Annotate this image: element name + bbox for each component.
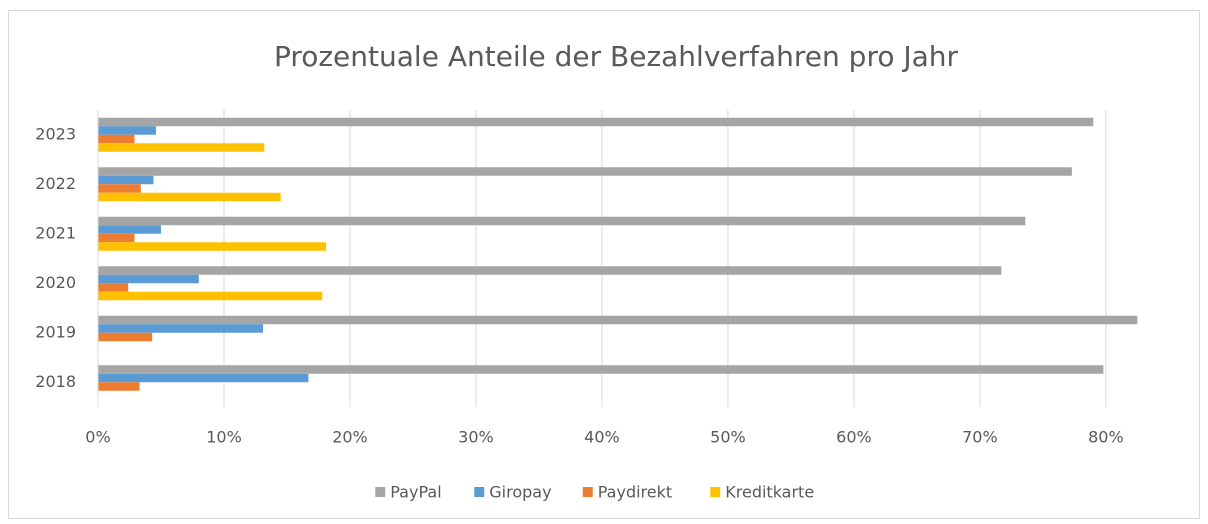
y-tick-label: 2021 (35, 223, 76, 242)
x-tick-label: 80% (1088, 428, 1124, 447)
x-tick-label: 40% (584, 428, 620, 447)
bar (98, 266, 1002, 275)
bar (98, 225, 161, 234)
legend-label: Giropay (489, 483, 551, 502)
bar (98, 274, 199, 284)
bar (98, 216, 1026, 226)
legend-label: Paydirekt (598, 483, 672, 502)
x-tick-label: 0% (85, 428, 110, 447)
legend-label: PayPal (390, 483, 441, 502)
bar (98, 175, 154, 185)
x-tick-label: 70% (962, 428, 998, 447)
y-tick-label: 2019 (35, 322, 76, 341)
chart-title: Prozentuale Anteile der Bezahlverfahren … (274, 40, 959, 73)
bar (98, 283, 129, 292)
legend-label: Kreditkarte (725, 483, 814, 502)
bar (98, 134, 135, 144)
x-tick-label: 50% (710, 428, 746, 447)
y-tick-label: 2022 (35, 174, 76, 193)
x-tick-label: 10% (206, 428, 242, 447)
bar (98, 233, 135, 243)
chart-border (8, 10, 1200, 519)
legend-swatch (474, 487, 485, 497)
y-tick-label: 2018 (35, 372, 76, 391)
legend-swatch (375, 487, 386, 497)
bar (98, 192, 281, 202)
bar (98, 291, 323, 301)
bar (98, 373, 309, 383)
legend-swatch (710, 487, 721, 497)
x-tick-label: 30% (458, 428, 494, 447)
bar (98, 324, 264, 333)
bar (98, 167, 1072, 176)
legend-swatch (582, 487, 593, 497)
bar (98, 184, 141, 193)
x-tick-label: 20% (332, 428, 368, 447)
bar (98, 117, 1094, 127)
bar (98, 332, 153, 342)
bar (98, 242, 327, 251)
y-tick-label: 2023 (35, 124, 76, 143)
bar (98, 365, 1104, 374)
bar (98, 315, 1138, 325)
y-tick-label: 2020 (35, 273, 76, 292)
bar (98, 126, 156, 135)
bar (98, 382, 140, 391)
x-tick-label: 60% (836, 428, 872, 447)
bar (98, 143, 265, 152)
